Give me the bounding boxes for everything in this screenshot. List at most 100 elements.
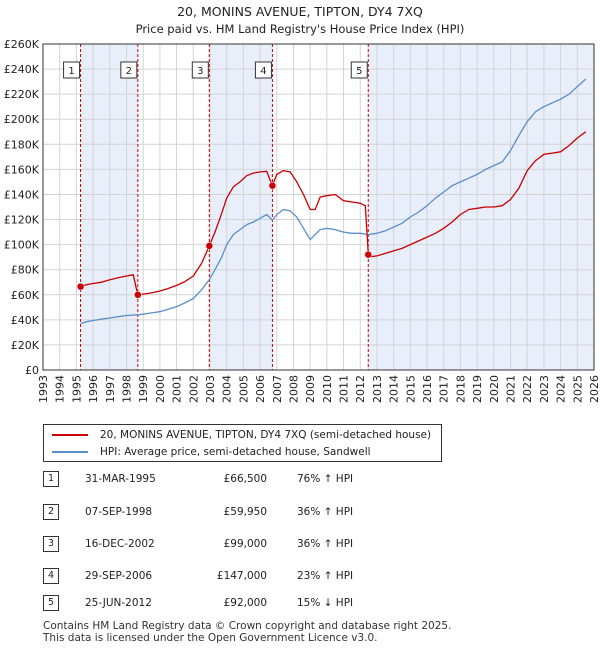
x-tick-label: 2004 — [221, 375, 234, 403]
sale-price: £66,500 — [223, 473, 267, 485]
sale-label-text: 4 — [260, 66, 266, 77]
x-tick-label: 2023 — [538, 375, 551, 403]
legend-item-hpi: HPI: Average price, semi-detached house,… — [52, 446, 371, 458]
x-tick-label: 2013 — [371, 375, 384, 403]
sale-hpi-change: 23% ↑ HPI — [297, 570, 354, 582]
sale-price: £99,000 — [223, 538, 267, 550]
legend-label-property: 20, MONINS AVENUE, TIPTON, DY4 7XQ (semi… — [100, 429, 432, 441]
x-tick-label: 1996 — [87, 375, 100, 403]
x-tick-label: 1998 — [120, 375, 133, 403]
x-tick-label: 1997 — [104, 375, 117, 403]
footer-licence: This data is licensed under the Open Gov… — [43, 632, 378, 644]
sale-hpi-change: 76% ↑ HPI — [297, 473, 354, 485]
x-tick-label: 1994 — [54, 375, 67, 403]
sale-number-badge: 1 — [43, 471, 59, 487]
sale-hpi-change: 15% ↓ HPI — [297, 597, 354, 609]
y-tick-label: £180K — [4, 138, 40, 151]
sale-label-box — [191, 61, 209, 79]
plot-area: £0 £20K £40K £60K £80K £100K £120K £140K £160K £1… — [4, 38, 600, 403]
sale-row: 5 25-JUN-2012 £92,000 15% ↓ HPI — [43, 595, 463, 611]
sale-date: 25-JUN-2012 — [85, 597, 152, 609]
sale-date: 29-SEP-2006 — [85, 570, 153, 582]
plot-border — [42, 43, 595, 371]
sale-label-box — [254, 61, 272, 79]
x-tick-label: 2009 — [304, 375, 317, 403]
sale-row: 4 29-SEP-2006 £147,000 23% ↑ HPI — [43, 568, 463, 584]
sale-label-box — [350, 61, 368, 79]
y-tick-label: £220K — [4, 88, 40, 101]
sale-price: £92,000 — [223, 597, 267, 609]
sale-point — [268, 181, 277, 190]
sale-number-badge: 4 — [43, 568, 59, 584]
x-tick-label: 2008 — [287, 375, 300, 403]
sale-date: 07-SEP-1998 — [85, 506, 153, 518]
sale-date: 16-DEC-2002 — [85, 538, 155, 550]
legend-swatch-property — [52, 434, 88, 436]
sale-label-box — [120, 61, 138, 79]
y-tick-label: £20K — [11, 339, 40, 352]
sale-price: £59,950 — [223, 506, 267, 518]
sale-row: 1 31-MAR-1995 £66,500 76% ↑ HPI — [43, 471, 463, 487]
x-tick-label: 2005 — [237, 375, 250, 403]
legend-label-hpi: HPI: Average price, semi-detached house,… — [100, 446, 371, 458]
sale-point — [134, 291, 142, 299]
x-tick-label: 2020 — [488, 375, 501, 403]
x-tick-label: 1993 — [37, 375, 50, 403]
y-tick-label: £120K — [4, 214, 40, 227]
x-tick-label: 2019 — [471, 375, 484, 403]
sale-period-shade — [209, 44, 273, 370]
property-price-line — [80, 131, 587, 296]
y-tick-label: £60K — [11, 289, 40, 302]
x-tick-label: 2016 — [421, 375, 434, 403]
chart-title: 20, MONINS AVENUE, TIPTON, DY4 7XQ — [177, 4, 423, 19]
sale-label-text: 1 — [68, 66, 74, 77]
x-tick-label: 2025 — [571, 375, 584, 403]
sale-point — [205, 242, 214, 250]
legend: 20, MONINS AVENUE, TIPTON, DY4 7XQ (semi… — [43, 424, 442, 462]
x-tick-label: 2006 — [254, 375, 267, 403]
x-tick-label: 2003 — [204, 375, 217, 403]
sale-number-badge: 2 — [43, 504, 59, 520]
y-tick-label: £240K — [4, 63, 40, 76]
sale-number-badge: 5 — [43, 595, 59, 611]
x-tick-label: 2007 — [271, 375, 284, 403]
price-chart: 20, MONINS AVENUE, TIPTON, DY4 7XQ Price… — [4, 4, 600, 403]
x-tick-label: 2017 — [438, 375, 451, 403]
y-tick-label: £100K — [4, 239, 40, 252]
hpi-line — [80, 78, 587, 325]
sale-hpi-change: 36% ↑ HPI — [297, 506, 354, 518]
x-tick-label: 2001 — [171, 375, 184, 403]
sale-period-shade — [368, 44, 594, 370]
chart-subtitle: Price paid vs. HM Land Registry's House … — [136, 22, 465, 36]
x-tick-label: 2026 — [588, 375, 600, 403]
legend-swatch-hpi — [52, 451, 88, 453]
y-tick-label: £160K — [4, 163, 40, 176]
x-tick-label: 2018 — [454, 375, 467, 403]
sale-label-text: 5 — [356, 66, 362, 77]
y-tick-label: £0 — [25, 364, 39, 377]
sale-point — [364, 250, 373, 259]
footer-attribution: Contains HM Land Registry data © Crown c… — [43, 620, 451, 644]
sale-number-badge: 3 — [43, 536, 59, 552]
x-tick-label: 2021 — [505, 375, 518, 403]
x-tick-label: 2000 — [154, 375, 167, 403]
x-tick-label: 2011 — [338, 375, 351, 403]
x-tick-label: 2015 — [404, 375, 417, 403]
legend-item-property: 20, MONINS AVENUE, TIPTON, DY4 7XQ (semi… — [52, 429, 431, 441]
sale-label-text: 2 — [126, 66, 132, 77]
sale-price: £147,000 — [216, 570, 267, 582]
y-tick-label: £200K — [4, 113, 40, 126]
x-tick-label: 2012 — [354, 375, 367, 403]
y-tick-label: £260K — [4, 38, 40, 51]
x-tick-label: 2010 — [321, 375, 334, 403]
sale-date: 31-MAR-1995 — [85, 473, 156, 485]
sale-hpi-change: 36% ↑ HPI — [297, 538, 354, 550]
x-tick-label: 2024 — [555, 375, 568, 403]
x-tick-label: 2022 — [521, 375, 534, 403]
y-tick-label: £40K — [11, 314, 40, 327]
x-tick-label: 2014 — [388, 375, 401, 403]
x-tick-label: 1995 — [70, 375, 83, 403]
footer-copyright: Contains HM Land Registry data © Crown c… — [43, 620, 452, 632]
sale-row: 2 07-SEP-1998 £59,950 36% ↑ HPI — [43, 504, 463, 520]
y-tick-label: £140K — [4, 188, 40, 201]
